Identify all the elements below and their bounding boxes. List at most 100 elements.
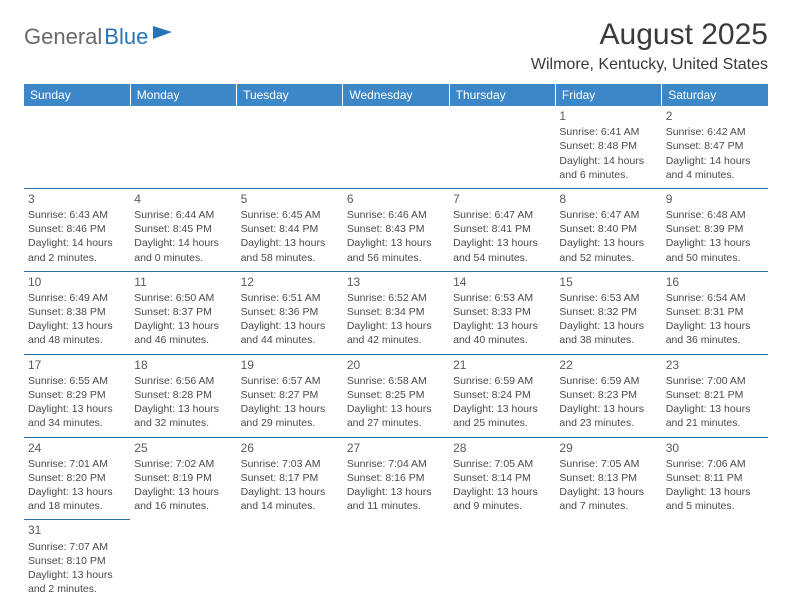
calendar-cell: 20Sunrise: 6:58 AMSunset: 8:25 PMDayligh… [343,354,449,437]
calendar-cell: 8Sunrise: 6:47 AMSunset: 8:40 PMDaylight… [555,188,661,271]
daylight-text: Daylight: 14 hours and 6 minutes. [559,154,657,182]
sunrise-text: Sunrise: 6:44 AM [134,208,232,222]
sunrise-text: Sunrise: 6:58 AM [347,374,445,388]
calendar-cell: 5Sunrise: 6:45 AMSunset: 8:44 PMDaylight… [237,188,343,271]
sunset-text: Sunset: 8:44 PM [241,222,339,236]
day-number: 10 [28,274,126,290]
sunrise-text: Sunrise: 6:43 AM [28,208,126,222]
calendar-cell: 19Sunrise: 6:57 AMSunset: 8:27 PMDayligh… [237,354,343,437]
daylight-text: Daylight: 13 hours and 44 minutes. [241,319,339,347]
day-number: 27 [347,440,445,456]
calendar-cell: 23Sunrise: 7:00 AMSunset: 8:21 PMDayligh… [662,354,768,437]
sunrise-text: Sunrise: 6:59 AM [453,374,551,388]
sunrise-text: Sunrise: 7:05 AM [559,457,657,471]
day-number: 9 [666,191,764,207]
daylight-text: Daylight: 13 hours and 52 minutes. [559,236,657,264]
calendar-cell [237,106,343,188]
daylight-text: Daylight: 13 hours and 27 minutes. [347,402,445,430]
day-number: 14 [453,274,551,290]
calendar-cell: 6Sunrise: 6:46 AMSunset: 8:43 PMDaylight… [343,188,449,271]
daylight-text: Daylight: 14 hours and 4 minutes. [666,154,764,182]
calendar-cell: 3Sunrise: 6:43 AMSunset: 8:46 PMDaylight… [24,188,130,271]
sunset-text: Sunset: 8:41 PM [453,222,551,236]
sunset-text: Sunset: 8:11 PM [666,471,764,485]
sunrise-text: Sunrise: 7:00 AM [666,374,764,388]
month-title: August 2025 [531,18,768,52]
weekday-header: Saturday [662,84,768,106]
calendar-cell: 11Sunrise: 6:50 AMSunset: 8:37 PMDayligh… [130,271,236,354]
daylight-text: Daylight: 13 hours and 58 minutes. [241,236,339,264]
sunrise-text: Sunrise: 7:01 AM [28,457,126,471]
sunset-text: Sunset: 8:32 PM [559,305,657,319]
calendar-cell: 14Sunrise: 6:53 AMSunset: 8:33 PMDayligh… [449,271,555,354]
sunset-text: Sunset: 8:33 PM [453,305,551,319]
day-number: 31 [28,522,126,538]
daylight-text: Daylight: 13 hours and 50 minutes. [666,236,764,264]
header: GeneralBlue August 2025 Wilmore, Kentuck… [24,18,768,74]
sunset-text: Sunset: 8:37 PM [134,305,232,319]
daylight-text: Daylight: 13 hours and 56 minutes. [347,236,445,264]
sunset-text: Sunset: 8:20 PM [28,471,126,485]
sunrise-text: Sunrise: 6:54 AM [666,291,764,305]
sunrise-text: Sunrise: 6:49 AM [28,291,126,305]
daylight-text: Daylight: 13 hours and 9 minutes. [453,485,551,513]
calendar-header-row: SundayMondayTuesdayWednesdayThursdayFrid… [24,84,768,106]
sunset-text: Sunset: 8:19 PM [134,471,232,485]
calendar-cell: 25Sunrise: 7:02 AMSunset: 8:19 PMDayligh… [130,437,236,520]
day-number: 29 [559,440,657,456]
calendar-cell [24,106,130,188]
day-number: 26 [241,440,339,456]
day-number: 6 [347,191,445,207]
sunrise-text: Sunrise: 6:48 AM [666,208,764,222]
daylight-text: Daylight: 13 hours and 42 minutes. [347,319,445,347]
sunrise-text: Sunrise: 7:07 AM [28,540,126,554]
sunset-text: Sunset: 8:40 PM [559,222,657,236]
weekday-header: Sunday [24,84,130,106]
day-number: 21 [453,357,551,373]
day-number: 1 [559,108,657,124]
sunset-text: Sunset: 8:13 PM [559,471,657,485]
day-number: 17 [28,357,126,373]
title-block: August 2025 Wilmore, Kentucky, United St… [531,18,768,74]
calendar-cell: 10Sunrise: 6:49 AMSunset: 8:38 PMDayligh… [24,271,130,354]
weekday-header: Wednesday [343,84,449,106]
location-text: Wilmore, Kentucky, United States [531,56,768,74]
daylight-text: Daylight: 13 hours and 32 minutes. [134,402,232,430]
logo-text-general: General [24,24,102,50]
calendar-cell [237,520,343,602]
sunset-text: Sunset: 8:29 PM [28,388,126,402]
day-number: 19 [241,357,339,373]
day-number: 25 [134,440,232,456]
calendar-cell: 2Sunrise: 6:42 AMSunset: 8:47 PMDaylight… [662,106,768,188]
calendar-cell: 1Sunrise: 6:41 AMSunset: 8:48 PMDaylight… [555,106,661,188]
daylight-text: Daylight: 13 hours and 46 minutes. [134,319,232,347]
calendar-cell [343,106,449,188]
daylight-text: Daylight: 13 hours and 5 minutes. [666,485,764,513]
day-number: 11 [134,274,232,290]
sunrise-text: Sunrise: 6:41 AM [559,125,657,139]
daylight-text: Daylight: 13 hours and 25 minutes. [453,402,551,430]
sunrise-text: Sunrise: 6:47 AM [559,208,657,222]
daylight-text: Daylight: 14 hours and 2 minutes. [28,236,126,264]
sunrise-text: Sunrise: 6:55 AM [28,374,126,388]
day-number: 4 [134,191,232,207]
calendar-cell: 21Sunrise: 6:59 AMSunset: 8:24 PMDayligh… [449,354,555,437]
sunset-text: Sunset: 8:43 PM [347,222,445,236]
day-number: 2 [666,108,764,124]
daylight-text: Daylight: 13 hours and 40 minutes. [453,319,551,347]
calendar-cell [130,106,236,188]
daylight-text: Daylight: 13 hours and 54 minutes. [453,236,551,264]
sunset-text: Sunset: 8:48 PM [559,139,657,153]
sunset-text: Sunset: 8:17 PM [241,471,339,485]
day-number: 7 [453,191,551,207]
sunset-text: Sunset: 8:23 PM [559,388,657,402]
calendar-cell: 15Sunrise: 6:53 AMSunset: 8:32 PMDayligh… [555,271,661,354]
calendar-cell: 16Sunrise: 6:54 AMSunset: 8:31 PMDayligh… [662,271,768,354]
sunrise-text: Sunrise: 6:56 AM [134,374,232,388]
sunset-text: Sunset: 8:27 PM [241,388,339,402]
day-number: 13 [347,274,445,290]
calendar-cell: 12Sunrise: 6:51 AMSunset: 8:36 PMDayligh… [237,271,343,354]
sunrise-text: Sunrise: 6:53 AM [453,291,551,305]
daylight-text: Daylight: 13 hours and 34 minutes. [28,402,126,430]
sunset-text: Sunset: 8:10 PM [28,554,126,568]
